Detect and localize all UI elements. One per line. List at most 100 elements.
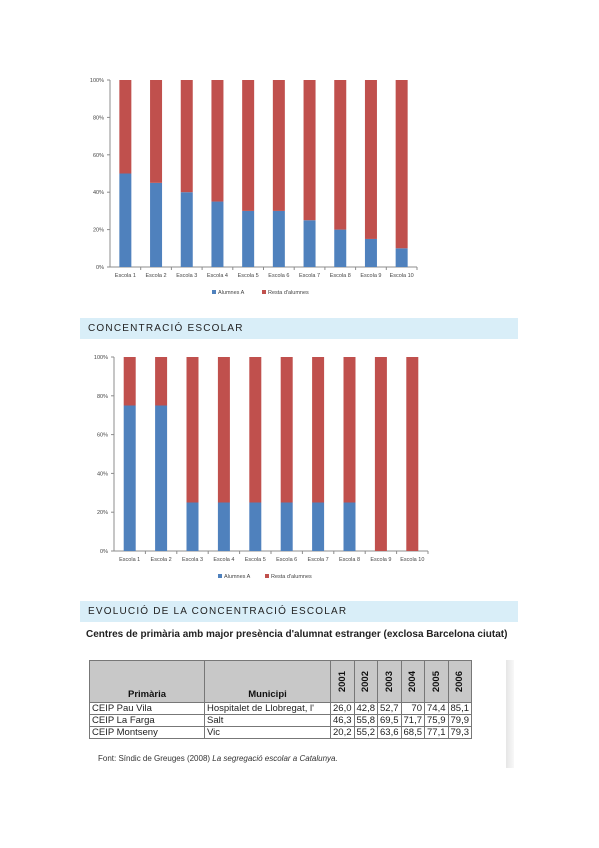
cell-value: 79,3	[447, 726, 472, 739]
x-tick-label: Escola 4	[207, 273, 228, 279]
x-tick-label: Escola 8	[330, 273, 351, 279]
bar-segment	[186, 357, 199, 503]
x-tick-label: Escola 6	[268, 273, 289, 279]
cell-value: 42,8	[353, 702, 378, 715]
x-tick-label: Escola 7	[299, 273, 320, 279]
bar-segment	[364, 238, 377, 267]
x-tick-label: Escola 8	[339, 557, 360, 563]
foreign-students-table: Primària Municipi 2001 2002 2003 2004 20…	[89, 660, 472, 739]
table-shadow	[506, 660, 514, 768]
bar-segment	[119, 173, 132, 267]
x-tick-label: Escola 3	[176, 273, 197, 279]
table-row: CEIP Montseny Vic 20,2 55,2 63,6 68,5 77…	[89, 726, 472, 739]
bar-segment	[155, 357, 168, 406]
x-tick-label: Escola 10	[390, 273, 414, 279]
x-tick-label: Escola 3	[182, 557, 203, 563]
cell-municipality: Hospitalet de Llobregat, l'	[204, 702, 331, 715]
section-heading-evolution: EVOLUCIÓ DE LA CONCENTRACIÓ ESCOLAR	[80, 601, 518, 622]
bar-segment	[155, 405, 168, 551]
bar-segment	[249, 357, 262, 503]
x-tick-label: Escola 5	[245, 557, 266, 563]
x-tick-label: Escola 1	[115, 273, 136, 279]
bar-segment	[217, 357, 230, 503]
y-tick-label: 60%	[97, 433, 108, 439]
bar-segment	[123, 357, 136, 406]
y-tick-label: 0%	[96, 265, 104, 271]
legend-swatch	[212, 290, 216, 294]
y-tick-label: 20%	[93, 228, 104, 234]
cell-value: 55,2	[353, 726, 378, 739]
x-tick-label: Escola 6	[276, 557, 297, 563]
cell-value: 75,9	[424, 714, 449, 727]
bar-segment	[150, 80, 163, 183]
x-tick-label: Escola 10	[400, 557, 424, 563]
table-row: CEIP Pau Vila Hospitalet de Llobregat, l…	[89, 702, 472, 715]
bar-segment	[272, 210, 285, 267]
legend-label: Alumnes A	[224, 574, 251, 580]
cell-school: CEIP La Farga	[89, 714, 205, 727]
bar-segment	[312, 502, 325, 551]
legend-label: Resta d'alumnes	[268, 290, 309, 296]
y-tick-label: 80%	[97, 394, 108, 400]
bar-segment	[395, 248, 408, 267]
header-year-2006: 2006	[447, 660, 472, 703]
cell-value: 52,7	[377, 702, 402, 715]
cell-school: CEIP Montseny	[89, 726, 205, 739]
legend-swatch	[265, 574, 269, 578]
bar-segment	[374, 357, 387, 551]
source-title: La segregació escolar a Catalunya.	[212, 754, 338, 763]
cell-value: 69,5	[377, 714, 402, 727]
x-tick-label: Escola 2	[151, 557, 172, 563]
bar-segment	[406, 357, 419, 551]
legend-label: Resta d'alumnes	[271, 574, 312, 580]
legend-swatch	[218, 574, 222, 578]
y-tick-label: 100%	[90, 78, 104, 84]
header-year-2003: 2003	[377, 660, 402, 703]
cell-value: 63,6	[377, 726, 402, 739]
legend-label: Alumnes A	[218, 290, 245, 296]
y-tick-label: 20%	[97, 510, 108, 516]
bar-segment	[303, 80, 316, 221]
header-municipality: Municipi	[204, 660, 331, 703]
chart-school-distribution-1: 0% 20% 40% 60% 80% 100% Escola 1 Escola 2 Escola…	[90, 78, 418, 296]
cell-value: 71,7	[400, 714, 425, 727]
cell-value: 77,1	[424, 726, 449, 739]
cell-value: 68,5	[400, 726, 425, 739]
bar-segment	[343, 502, 356, 551]
x-tick-label: Escola 7	[308, 557, 329, 563]
x-tick-label: Escola 2	[145, 273, 166, 279]
cell-value: 26,0	[330, 702, 355, 715]
header-year-2002: 2002	[353, 660, 378, 703]
x-tick-label: Escola 9	[360, 273, 381, 279]
bar-segment	[249, 502, 262, 551]
bar-segment	[312, 357, 325, 503]
bar-segment	[395, 80, 408, 249]
cell-value: 85,1	[447, 702, 472, 715]
cell-municipality: Salt	[204, 714, 331, 727]
table-caption: Centres de primària amb major presència …	[86, 629, 508, 640]
cell-value: 79,9	[447, 714, 472, 727]
bar-segment	[303, 220, 316, 267]
y-tick-label: 100%	[94, 355, 108, 361]
bar-segment	[217, 502, 230, 551]
bar-segment	[150, 182, 163, 267]
y-tick-label: 40%	[97, 471, 108, 477]
bar-segment	[242, 210, 255, 267]
header-year-2001: 2001	[330, 660, 355, 703]
header-school: Primària	[89, 660, 205, 703]
cell-value: 20,2	[330, 726, 355, 739]
bar-segment	[123, 405, 136, 551]
bar-segment	[280, 357, 293, 503]
source-note: Font: Síndic de Greuges (2008) La segreg…	[98, 754, 338, 763]
cell-school: CEIP Pau Vila	[89, 702, 205, 715]
cell-value: 74,4	[424, 702, 449, 715]
bar-segment	[242, 80, 255, 211]
bar-segment	[334, 80, 347, 230]
x-tick-label: Escola 9	[370, 557, 391, 563]
x-tick-label: Escola 5	[238, 273, 259, 279]
header-year-2005: 2005	[424, 660, 449, 703]
table-row: CEIP La Farga Salt 46,3 55,8 69,5 71,7 7…	[89, 714, 472, 727]
bar-segment	[343, 357, 356, 503]
bar-segment	[334, 229, 347, 267]
x-tick-label: Escola 4	[213, 557, 234, 563]
